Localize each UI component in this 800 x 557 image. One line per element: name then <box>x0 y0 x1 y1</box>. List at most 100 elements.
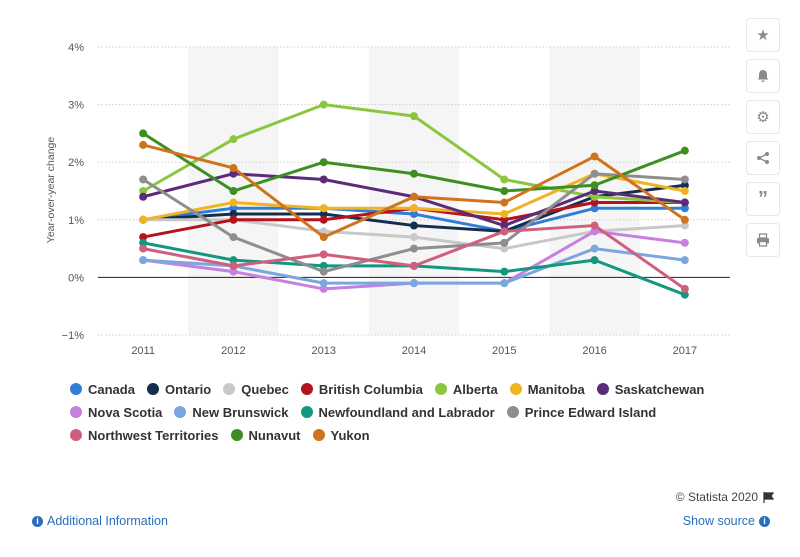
legend-item[interactable]: Prince Edward Island <box>506 404 656 420</box>
data-point[interactable] <box>410 244 418 253</box>
data-point[interactable] <box>319 204 328 213</box>
data-point[interactable] <box>319 261 328 270</box>
print-button[interactable] <box>746 223 780 257</box>
data-point[interactable] <box>139 233 148 242</box>
data-point[interactable] <box>500 187 509 195</box>
data-point[interactable] <box>229 163 238 172</box>
data-point[interactable] <box>590 198 599 207</box>
legend-item[interactable]: Alberta <box>434 381 498 397</box>
data-point[interactable] <box>680 238 689 247</box>
data-point[interactable] <box>410 279 418 288</box>
data-point[interactable] <box>500 198 509 207</box>
notification-button[interactable] <box>746 59 780 93</box>
data-point[interactable] <box>410 112 418 121</box>
data-point[interactable] <box>229 261 238 270</box>
data-point[interactable] <box>319 279 328 288</box>
data-point[interactable] <box>680 181 689 190</box>
data-point[interactable] <box>590 187 599 195</box>
data-point[interactable] <box>680 284 689 293</box>
data-point[interactable] <box>229 187 238 195</box>
data-point[interactable] <box>139 244 148 253</box>
data-point[interactable] <box>500 215 509 224</box>
data-point[interactable] <box>319 227 328 236</box>
data-point[interactable] <box>590 221 599 230</box>
data-point[interactable] <box>139 256 148 265</box>
data-point[interactable] <box>319 233 328 242</box>
data-point[interactable] <box>410 233 418 242</box>
data-point[interactable] <box>139 192 148 201</box>
data-point[interactable] <box>680 146 689 155</box>
data-point[interactable] <box>229 215 238 224</box>
data-point[interactable] <box>680 290 689 299</box>
data-point[interactable] <box>319 100 328 109</box>
data-point[interactable] <box>680 198 689 207</box>
legend-item[interactable]: Manitoba <box>509 381 585 397</box>
data-point[interactable] <box>319 215 328 224</box>
data-point[interactable] <box>680 215 689 224</box>
data-point[interactable] <box>229 210 238 219</box>
legend-item[interactable]: Saskatchewan <box>596 381 704 397</box>
cite-button[interactable]: ” <box>746 182 780 216</box>
legend-item[interactable]: Newfoundland and Labrador <box>300 404 495 420</box>
data-point[interactable] <box>229 135 238 144</box>
share-button[interactable] <box>746 141 780 175</box>
data-point[interactable] <box>410 210 418 219</box>
legend-item[interactable]: Nova Scotia <box>70 404 162 420</box>
data-point[interactable] <box>500 279 509 288</box>
legend-item[interactable]: Ontario <box>146 381 211 397</box>
data-point[interactable] <box>590 169 599 178</box>
data-point[interactable] <box>680 221 689 230</box>
data-point[interactable] <box>319 175 328 184</box>
data-point[interactable] <box>319 267 328 276</box>
data-point[interactable] <box>500 227 509 236</box>
data-point[interactable] <box>680 175 689 184</box>
data-point[interactable] <box>139 238 148 247</box>
data-point[interactable] <box>229 204 238 213</box>
data-point[interactable] <box>500 175 509 184</box>
additional-information-link[interactable]: i Additional Information <box>28 514 168 528</box>
data-point[interactable] <box>319 250 328 259</box>
data-point[interactable] <box>139 140 148 149</box>
data-point[interactable] <box>590 192 599 201</box>
data-point[interactable] <box>229 267 238 276</box>
data-point[interactable] <box>319 158 328 167</box>
data-point[interactable] <box>410 221 418 230</box>
star-button[interactable]: ★ <box>746 18 780 52</box>
data-point[interactable] <box>500 267 509 276</box>
data-point[interactable] <box>139 129 148 138</box>
data-point[interactable] <box>139 175 148 184</box>
data-point[interactable] <box>500 221 509 230</box>
data-point[interactable] <box>590 256 599 265</box>
data-point[interactable] <box>319 210 328 219</box>
data-point[interactable] <box>229 169 238 178</box>
data-point[interactable] <box>680 187 689 195</box>
data-point[interactable] <box>500 210 509 219</box>
data-point[interactable] <box>229 233 238 242</box>
data-point[interactable] <box>410 169 418 178</box>
data-point[interactable] <box>229 198 238 207</box>
data-point[interactable] <box>139 187 148 195</box>
legend-item[interactable]: Quebec <box>223 381 289 397</box>
legend-item[interactable]: British Columbia <box>300 381 423 397</box>
data-point[interactable] <box>590 181 599 190</box>
settings-button[interactable]: ⚙ <box>746 100 780 134</box>
data-point[interactable] <box>139 215 148 224</box>
legend-item[interactable]: New Brunswick <box>174 404 289 420</box>
data-point[interactable] <box>319 284 328 293</box>
data-point[interactable] <box>410 192 418 201</box>
legend-item[interactable]: Nunavut <box>230 427 301 443</box>
data-point[interactable] <box>410 261 418 270</box>
data-point[interactable] <box>410 204 418 213</box>
data-point[interactable] <box>500 238 509 247</box>
data-point[interactable] <box>590 227 599 236</box>
data-point[interactable] <box>590 204 599 213</box>
data-point[interactable] <box>590 152 599 161</box>
show-source-link[interactable]: Show source i <box>683 514 774 528</box>
data-point[interactable] <box>229 256 238 265</box>
data-point[interactable] <box>680 204 689 213</box>
data-point[interactable] <box>680 256 689 265</box>
data-point[interactable] <box>500 244 509 253</box>
legend-item[interactable]: Yukon <box>312 427 370 443</box>
legend-item[interactable]: Canada <box>70 381 135 397</box>
legend-item[interactable]: Northwest Territories <box>70 427 219 443</box>
